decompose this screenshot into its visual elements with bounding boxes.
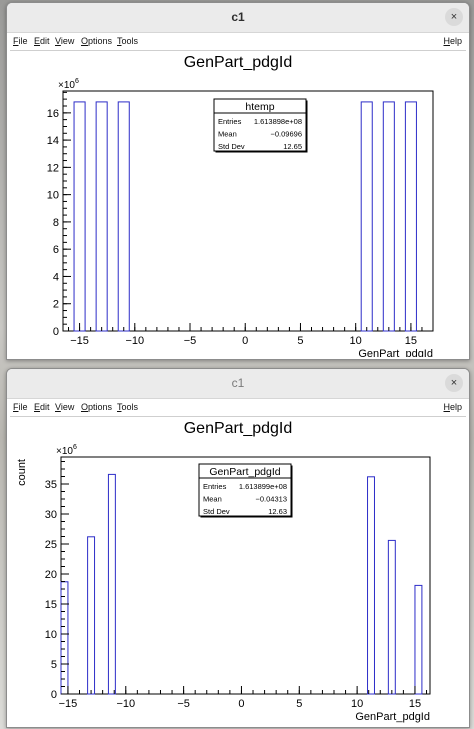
stats-box-title: htemp	[245, 101, 274, 113]
menu-bar: File Edit View Options Tools Help	[7, 399, 469, 415]
y-tick-label: 30	[45, 509, 57, 521]
close-icon[interactable]: ×	[445, 8, 463, 26]
y-tick-label: 10	[47, 190, 59, 202]
menu-edit[interactable]: Edit	[34, 36, 50, 46]
chart-title: GenPart_pdgId	[184, 420, 293, 437]
y-axis-exponent: ×106	[56, 444, 77, 457]
histogram-bar	[360, 101, 373, 332]
y-tick-label: 12	[47, 162, 59, 174]
histogram-bar	[404, 101, 417, 332]
stats-row-value: 1.613899e+08	[239, 482, 287, 491]
histogram-plot: GenPart_pdgId 0 5 10 15 20 25 30 35 −15 −10 −5 0 5 10 1…	[16, 420, 431, 723]
x-tick-label: −15	[59, 698, 78, 710]
root-canvas-window-1: c1 × File Edit View Options Tools Help G…	[6, 2, 470, 360]
y-axis-label: count	[16, 459, 28, 486]
stats-box	[198, 463, 292, 517]
x-tick-label: 10	[351, 698, 363, 710]
chart-title: GenPart_pdgId	[184, 54, 293, 71]
x-tick-label: −10	[125, 335, 144, 347]
x-axis-label: GenPart_pdgId	[355, 711, 430, 723]
y-tick-label: 8	[53, 217, 59, 229]
y-tick-label: 0	[53, 326, 59, 338]
y-tick-label: 0	[51, 689, 57, 701]
stats-row-label: Mean	[203, 495, 222, 504]
menu-tools[interactable]: Tools	[117, 402, 139, 412]
y-tick-label: 6	[53, 244, 59, 256]
stats-box	[213, 98, 307, 152]
histogram-bar	[367, 476, 375, 695]
y-tick-label: 2	[53, 299, 59, 311]
menu-file[interactable]: File	[13, 402, 28, 412]
histogram-bar	[387, 539, 396, 695]
x-tick-label: 0	[238, 698, 244, 710]
histogram-bar	[414, 584, 423, 695]
x-tick-label: −5	[177, 698, 190, 710]
histogram-bar	[60, 581, 69, 695]
histogram-bar	[107, 473, 116, 695]
menu-bar: File Edit View Options Tools Help	[7, 33, 469, 49]
title-bar[interactable]: c1 ×	[7, 3, 469, 33]
title-bar[interactable]: c1 ×	[7, 369, 469, 399]
plot-frame	[62, 90, 434, 332]
menu-edit[interactable]: Edit	[34, 402, 50, 412]
y-tick-label: 15	[45, 599, 57, 611]
histogram-bar	[73, 101, 86, 332]
stats-row-label: Entries	[203, 482, 227, 491]
window-title: c1	[231, 10, 245, 24]
y-axis-exponent: ×106	[58, 78, 79, 91]
stats-row-label: Std Dev	[218, 142, 245, 151]
stats-row-value: 12.65	[283, 142, 302, 151]
x-tick-label: 5	[296, 698, 302, 710]
menu-options[interactable]: Options	[81, 36, 113, 46]
histogram-bar	[382, 101, 395, 332]
menu-file[interactable]: File	[13, 36, 28, 46]
x-tick-label: 5	[297, 335, 303, 347]
menu-help[interactable]: Help	[443, 402, 462, 412]
menu-view[interactable]: View	[55, 36, 75, 46]
stats-row-label: Std Dev	[203, 507, 230, 516]
y-tick-label: 20	[45, 569, 57, 581]
histogram-plot: GenPart_pdgId 0 2 4 6 8 10 12 14 16 −15 −10 −5 0 5 10 15…	[47, 54, 434, 357]
root-canvas-window-2: c1 × File Edit View Options Tools Help G…	[6, 368, 470, 728]
stats-box-title: GenPart_pdgId	[209, 466, 280, 478]
y-tick-label: 35	[45, 479, 57, 491]
x-tick-label: 15	[405, 335, 417, 347]
stats-row-value: −0.04313	[256, 495, 288, 504]
plot-canvas[interactable]: GenPart_pdgId 0 5 10 15 20 25 30 35 −15 −10 −5 0 5 10 1…	[10, 416, 466, 723]
y-tick-label: 5	[51, 659, 57, 671]
y-tick-label: 14	[47, 135, 59, 147]
y-tick-label: 25	[45, 539, 57, 551]
plot-frame	[60, 456, 431, 695]
y-tick-label: 16	[47, 108, 59, 120]
menu-tools[interactable]: Tools	[117, 36, 139, 46]
x-tick-label: 0	[242, 335, 248, 347]
y-tick-label: 4	[53, 271, 59, 283]
window-title: c1	[231, 376, 245, 390]
x-axis-label: GenPart_pdgId	[358, 348, 433, 357]
close-icon[interactable]: ×	[445, 374, 463, 392]
x-tick-label: −15	[70, 335, 89, 347]
histogram-bar	[117, 101, 130, 332]
x-tick-label: −5	[184, 335, 197, 347]
stats-row-value: 1.613898e+08	[254, 117, 302, 126]
x-tick-label: −10	[116, 698, 135, 710]
stats-row-value: −0.09696	[271, 130, 303, 139]
menu-options[interactable]: Options	[81, 402, 113, 412]
menu-help[interactable]: Help	[443, 36, 462, 46]
plot-canvas[interactable]: GenPart_pdgId 0 2 4 6 8 10 12 14 16 −15 −10 −5 0 5 10 15…	[10, 50, 466, 357]
histogram-bar	[87, 536, 96, 695]
y-tick-label: 10	[45, 629, 57, 641]
histogram-bar	[95, 101, 108, 332]
x-tick-label: 10	[350, 335, 362, 347]
stats-row-value: 12.63	[268, 507, 287, 516]
stats-row-label: Mean	[218, 130, 237, 139]
x-tick-label: 15	[409, 698, 421, 710]
stats-row-label: Entries	[218, 117, 242, 126]
menu-view[interactable]: View	[55, 402, 75, 412]
